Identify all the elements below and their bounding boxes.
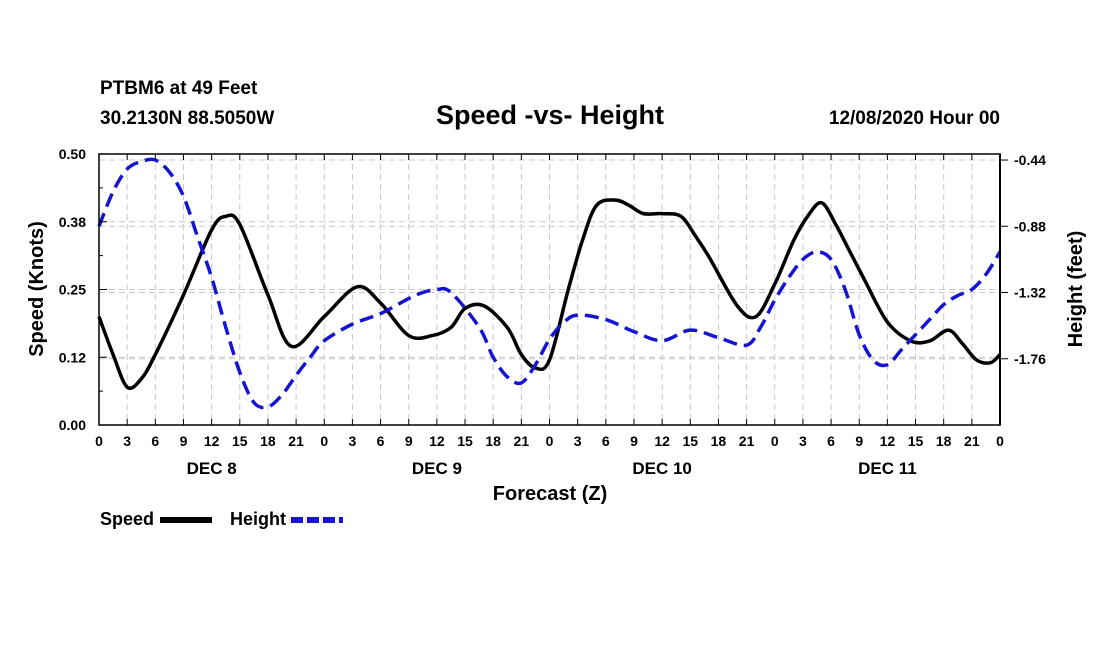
x-tick-label: 9 — [180, 433, 188, 449]
station-name: PTBM6 at 49 Feet — [100, 78, 258, 99]
x-tick-label: 3 — [799, 433, 807, 449]
y2-tick-label: -0.44 — [1014, 152, 1046, 168]
x-tick-label: 6 — [377, 433, 385, 449]
y2-tick-label: -0.88 — [1014, 218, 1046, 234]
chart-title: Speed -vs- Height — [436, 100, 664, 130]
x-tick-label: 3 — [574, 433, 582, 449]
y-tick-label: 0.50 — [59, 146, 86, 162]
y2-axis-title: Height (feet) — [1065, 231, 1087, 348]
run-time: 12/08/2020 Hour 00 — [829, 108, 1000, 129]
x-tick-label: 15 — [682, 433, 698, 449]
ticks: 0 3 6 9 12 15 18 21 0 3 6 9 12 15 18 21 0 3 6 9 12 15 18 21 0 3 6 9… — [59, 146, 1046, 478]
legend-label-speed: Speed — [100, 509, 154, 529]
legend: Speed Height — [100, 509, 343, 529]
x-tick-label: 12 — [204, 433, 220, 449]
station-location: 30.2130N 88.5050W — [100, 108, 274, 129]
x-tick-label: 9 — [630, 433, 638, 449]
x-tick-label: 0 — [996, 433, 1004, 449]
x-tick-label: 15 — [457, 433, 473, 449]
day-label: DEC 8 — [187, 459, 237, 478]
x-tick-label: 21 — [514, 433, 530, 449]
x-tick-label: 0 — [771, 433, 779, 449]
y-tick-label: 0.38 — [59, 214, 86, 230]
x-tick-label: 18 — [711, 433, 727, 449]
x-tick-label: 15 — [908, 433, 924, 449]
x-tick-label: 9 — [855, 433, 863, 449]
x-tick-label: 0 — [95, 433, 103, 449]
y2-tick-label: -1.76 — [1014, 351, 1046, 367]
y-axis-title: Speed (Knots) — [26, 221, 48, 357]
day-label: DEC 10 — [632, 459, 692, 478]
y-tick-label: 0.00 — [59, 417, 86, 433]
x-tick-label: 9 — [405, 433, 413, 449]
x-tick-label: 6 — [602, 433, 610, 449]
day-label: DEC 9 — [412, 459, 462, 478]
x-tick-label: 21 — [288, 433, 304, 449]
x-tick-label: 12 — [880, 433, 896, 449]
series-line-height — [97, 157, 1002, 410]
x-axis-title: Forecast (Z) — [493, 483, 607, 505]
y-tick-label: 0.12 — [59, 349, 86, 365]
gridlines — [99, 154, 1000, 425]
x-tick-label: 3 — [123, 433, 131, 449]
y-tick-label: 0.25 — [59, 282, 86, 298]
x-tick-label: 0 — [546, 433, 554, 449]
x-tick-label: 21 — [964, 433, 980, 449]
x-tick-label: 3 — [349, 433, 357, 449]
y2-tick-label: -1.32 — [1014, 285, 1046, 301]
legend-label-height: Height — [230, 509, 286, 529]
x-tick-label: 12 — [429, 433, 445, 449]
series-lines — [97, 157, 1002, 410]
x-tick-label: 18 — [260, 433, 276, 449]
x-tick-label: 15 — [232, 433, 248, 449]
x-tick-label: 18 — [485, 433, 501, 449]
x-tick-label: 6 — [151, 433, 159, 449]
x-tick-label: 0 — [320, 433, 328, 449]
x-tick-label: 21 — [739, 433, 755, 449]
x-tick-label: 6 — [827, 433, 835, 449]
series-line-speed — [97, 198, 1002, 391]
day-label: DEC 11 — [858, 459, 917, 478]
x-tick-label: 18 — [936, 433, 952, 449]
x-tick-label: 12 — [654, 433, 670, 449]
